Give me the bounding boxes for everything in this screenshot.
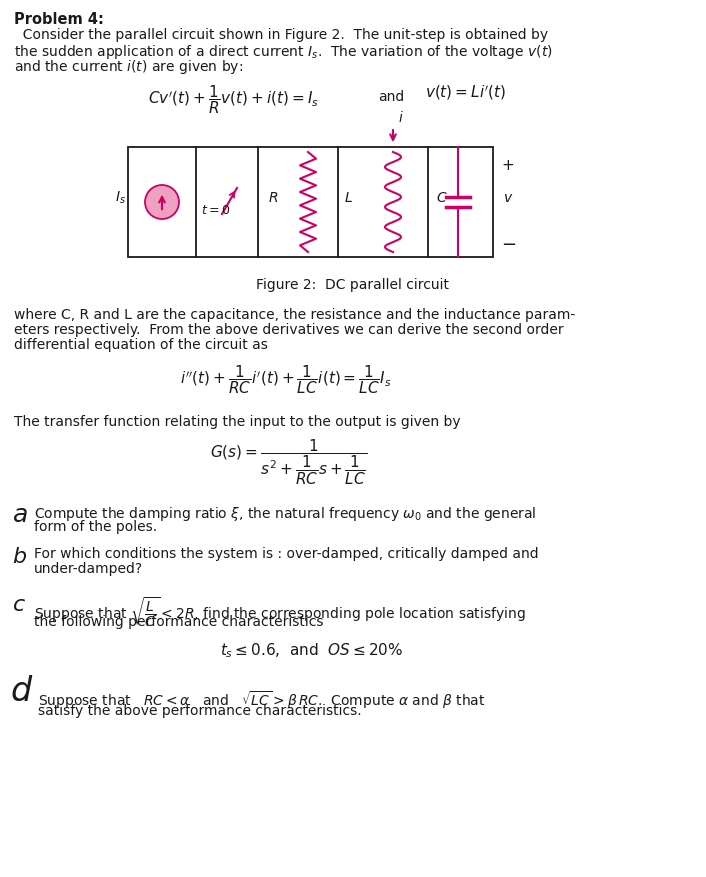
Text: and: and: [378, 90, 405, 103]
Text: $v(t) = Li'(t)$: $v(t) = Li'(t)$: [425, 83, 506, 102]
Text: eters respectively.  From the above derivatives we can derive the second order: eters respectively. From the above deriv…: [14, 323, 563, 337]
Text: Figure 2:  DC parallel circuit: Figure 2: DC parallel circuit: [256, 278, 450, 292]
Bar: [128, 148, 493, 258]
Text: $Cv'(t) + \dfrac{1}{R}v(t) + i(t) = I_s$: $Cv'(t) + \dfrac{1}{R}v(t) + i(t) = I_s$: [148, 83, 319, 116]
Text: $G(s) = \dfrac{1}{s^2 + \dfrac{1}{RC}s + \dfrac{1}{LC}}$: $G(s) = \dfrac{1}{s^2 + \dfrac{1}{RC}s +…: [210, 437, 368, 486]
Text: $\mathit{b}$: $\mathit{b}$: [12, 546, 27, 567]
Text: Suppose that   $RC < \alpha$   and   $\sqrt{LC} > \beta\, RC$.  Compute $\alpha$: Suppose that $RC < \alpha$ and $\sqrt{LC…: [38, 688, 486, 710]
Text: Suppose that $\sqrt{\dfrac{L}{C}} < 2R$, find the corresponding pole location sa: Suppose that $\sqrt{\dfrac{L}{C}} < 2R$,…: [34, 595, 525, 628]
Text: form of the poles.: form of the poles.: [34, 519, 157, 533]
Text: −: −: [501, 236, 516, 253]
Text: differential equation of the circuit as: differential equation of the circuit as: [14, 338, 268, 352]
Text: where C, R and L are the capacitance, the resistance and the inductance param-: where C, R and L are the capacitance, th…: [14, 308, 575, 322]
Text: $\mathit{d}$: $\mathit{d}$: [10, 674, 33, 707]
Text: $t = 0$: $t = 0$: [201, 204, 230, 217]
Text: satisfy the above performance characteristics.: satisfy the above performance characteri…: [38, 703, 361, 717]
Text: The transfer function relating the input to the output is given by: The transfer function relating the input…: [14, 415, 460, 429]
Circle shape: [145, 186, 179, 220]
Text: the following performance characteristics: the following performance characteristic…: [34, 614, 323, 628]
Text: +: +: [501, 158, 514, 173]
Text: $t_s \leq 0.6$,  and  $OS \leq 20\%$: $t_s \leq 0.6$, and $OS \leq 20\%$: [220, 640, 403, 659]
Text: $i$: $i$: [398, 110, 404, 125]
Text: $C$: $C$: [436, 191, 448, 204]
Text: $i''(t) + \dfrac{1}{RC}i'(t) + \dfrac{1}{LC}i(t) = \dfrac{1}{LC}I_s$: $i''(t) + \dfrac{1}{RC}i'(t) + \dfrac{1}…: [180, 362, 392, 396]
Text: $v$: $v$: [503, 191, 513, 204]
Text: $I_s$: $I_s$: [115, 189, 126, 206]
Text: Consider the parallel circuit shown in Figure 2.  The unit-step is obtained by: Consider the parallel circuit shown in F…: [14, 28, 548, 42]
Text: under-damped?: under-damped?: [34, 561, 143, 575]
Text: Compute the damping ratio $\xi$, the natural frequency $\omega_0$ and the genera: Compute the damping ratio $\xi$, the nat…: [34, 504, 537, 523]
Text: $\mathit{a}$: $\mathit{a}$: [12, 503, 28, 526]
Text: the sudden application of a direct current $I_s$.  The variation of the voltage : the sudden application of a direct curre…: [14, 43, 553, 61]
Text: $\mathit{c}$: $\mathit{c}$: [12, 595, 26, 614]
Text: Problem 4:: Problem 4:: [14, 12, 104, 27]
Text: and the current $i(t)$ are given by:: and the current $i(t)$ are given by:: [14, 58, 243, 76]
Text: $L$: $L$: [344, 191, 353, 204]
Text: For which conditions the system is : over-damped, critically damped and: For which conditions the system is : ove…: [34, 546, 539, 560]
Text: $R$: $R$: [268, 191, 278, 204]
